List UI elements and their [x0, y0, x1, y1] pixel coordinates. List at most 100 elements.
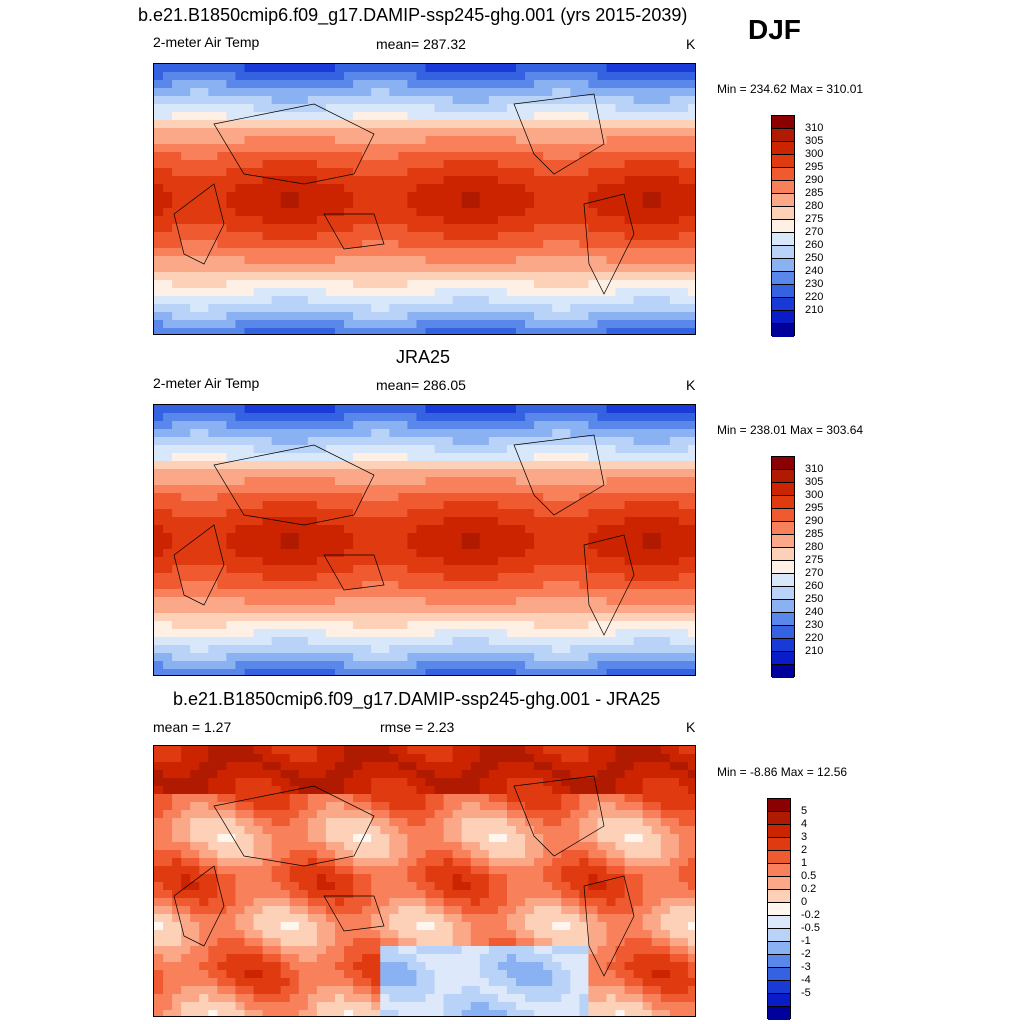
map-cell	[425, 152, 436, 161]
map-cell	[516, 272, 526, 281]
map-cell	[353, 509, 363, 518]
map-cell	[452, 445, 463, 454]
map-cell	[163, 565, 173, 574]
map-cell	[660, 453, 671, 462]
map-cell	[298, 493, 309, 502]
map-cell	[280, 437, 291, 446]
map-cell	[289, 509, 300, 518]
map-cell	[588, 621, 599, 630]
map-cell	[606, 200, 617, 209]
map-cell	[163, 405, 173, 414]
map-cell	[344, 605, 354, 614]
map-cell	[199, 88, 209, 97]
map-cell	[262, 224, 273, 233]
map-cell	[425, 232, 436, 241]
map-cell	[262, 778, 273, 787]
map-cell	[217, 280, 227, 289]
map-cell	[344, 541, 354, 550]
map-cell	[163, 248, 173, 257]
map-cell	[380, 517, 390, 526]
map-cell	[244, 272, 255, 281]
map-cell	[470, 437, 481, 446]
map-cell	[380, 168, 390, 177]
map-cell	[443, 834, 454, 843]
map-cell	[669, 794, 680, 803]
map-cell	[235, 565, 246, 574]
map-cell	[561, 200, 571, 209]
map-cell	[362, 136, 372, 145]
map-cell	[642, 112, 653, 121]
map-cell	[651, 144, 662, 153]
map-cell	[452, 104, 463, 113]
map-cell	[534, 453, 544, 462]
map-cell	[244, 296, 255, 305]
colorbar-segment	[772, 470, 794, 483]
map-cell	[669, 589, 680, 598]
map-cell	[262, 445, 273, 454]
map-cell	[597, 565, 608, 574]
map-cell	[380, 328, 390, 334]
map-cell	[362, 794, 372, 803]
map-cell	[678, 746, 689, 755]
map-cell	[651, 216, 662, 225]
map-cell	[172, 517, 182, 526]
map-cell	[190, 525, 200, 534]
map-cell	[398, 762, 408, 771]
map-cell	[443, 304, 454, 313]
map-cell	[325, 72, 336, 81]
map-cell	[217, 541, 227, 550]
map-cell	[624, 144, 635, 153]
map-cell	[479, 328, 490, 334]
map-cell	[669, 493, 680, 502]
map-cell	[452, 645, 463, 654]
map-cell	[325, 312, 336, 321]
map-cell	[561, 312, 571, 321]
map-cell	[280, 136, 291, 145]
map-cell	[461, 112, 472, 121]
map-cell	[289, 264, 300, 273]
map-cell	[289, 120, 300, 129]
map-cell	[561, 224, 571, 233]
map-cell	[253, 445, 264, 454]
map-cell	[497, 754, 508, 763]
map-cell	[335, 104, 345, 113]
map-cell	[154, 621, 164, 630]
map-cell	[543, 104, 553, 113]
map-cell	[389, 248, 399, 257]
map-cell	[380, 240, 390, 249]
map-cell	[407, 112, 418, 121]
map-cell	[371, 184, 381, 193]
map-cell	[642, 669, 653, 675]
map-cell	[606, 549, 617, 558]
map-cell	[163, 120, 173, 129]
map-cell	[425, 581, 436, 590]
map-cell	[579, 669, 589, 675]
map-cell	[606, 581, 617, 590]
map-cell	[181, 328, 191, 334]
map-cell	[407, 541, 418, 550]
map-cell	[154, 613, 164, 622]
map-cell	[678, 264, 689, 273]
map-cell	[579, 120, 589, 129]
map-cell	[325, 573, 336, 582]
map-cell	[262, 637, 273, 646]
map-cell	[344, 786, 354, 795]
map-cell	[335, 509, 345, 518]
map-cell	[506, 621, 517, 630]
map-cell	[398, 112, 408, 121]
map-cell	[624, 629, 635, 638]
map-cell	[434, 533, 445, 542]
map-cell	[262, 653, 273, 662]
map-cell	[371, 453, 381, 462]
map-cell	[488, 541, 499, 550]
map-cell	[687, 304, 695, 313]
map-cell	[687, 637, 695, 646]
map-cell	[416, 778, 427, 787]
map-cell	[244, 557, 255, 566]
map-cell	[597, 485, 608, 494]
map-cell	[479, 794, 490, 803]
map-cell	[570, 605, 580, 614]
map-cell	[624, 152, 635, 161]
colorbar-segment	[772, 259, 794, 272]
map-cell	[389, 200, 399, 209]
